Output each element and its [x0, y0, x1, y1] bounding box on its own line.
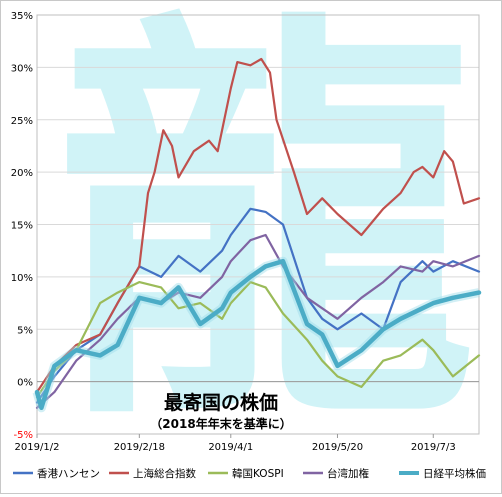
- legend-item: 日経平均株価: [399, 467, 486, 480]
- series-line-2: [35, 57, 481, 394]
- y-tick-label: 5%: [17, 325, 33, 336]
- y-tick-label: 30%: [11, 63, 33, 74]
- y-tick-label: 0%: [17, 378, 33, 389]
- series-line-4: [35, 233, 481, 409]
- y-tick-label: 20%: [11, 168, 33, 179]
- chart-subtitle: （2018年年末を基準に）: [150, 416, 291, 431]
- chart-title: 最寄国の株価: [164, 391, 278, 414]
- x-tick-label: 2019/2/18: [114, 442, 165, 453]
- y-tick-label: -5%: [14, 430, 33, 441]
- legend-item: 台湾加権: [303, 467, 369, 480]
- x-tick-label: 2019/1/2: [15, 442, 60, 453]
- legend-item: 韓国KOSPI: [208, 468, 284, 480]
- legend-item: 香港ハンセン: [13, 468, 100, 480]
- legend-label: 上海総合指数: [133, 467, 196, 480]
- series-line-5: [34, 258, 482, 411]
- legend-label: 韓国KOSPI: [232, 468, 284, 480]
- y-tick-label: 35%: [11, 11, 33, 22]
- legend: 香港ハンセン 上海総合指数 韓国KOSPI 台湾加権 日経平均株価: [13, 467, 486, 480]
- y-tick-label: 10%: [11, 273, 33, 284]
- x-tick-label: 2019/7/3: [411, 442, 456, 453]
- legend-label: 台湾加権: [327, 467, 369, 480]
- legend-label: 日経平均株価: [423, 467, 486, 480]
- legend-label: 香港ハンセン: [37, 468, 100, 480]
- y-tick-label: 15%: [11, 221, 33, 232]
- x-tick-label: 2019/4/1: [208, 442, 253, 453]
- plot-border: [36, 14, 480, 435]
- series-lines: [32, 57, 482, 413]
- axes: -5% 0% 5% 10% 15% 20% 25% 30% 35% 2019/1/2 2019/2/…: [11, 11, 480, 453]
- y-tick-label: 25%: [11, 116, 33, 127]
- legend-item: 上海総合指数: [109, 467, 196, 480]
- series-line-3: [35, 281, 481, 399]
- x-tick-label: 2019/5/20: [312, 442, 363, 453]
